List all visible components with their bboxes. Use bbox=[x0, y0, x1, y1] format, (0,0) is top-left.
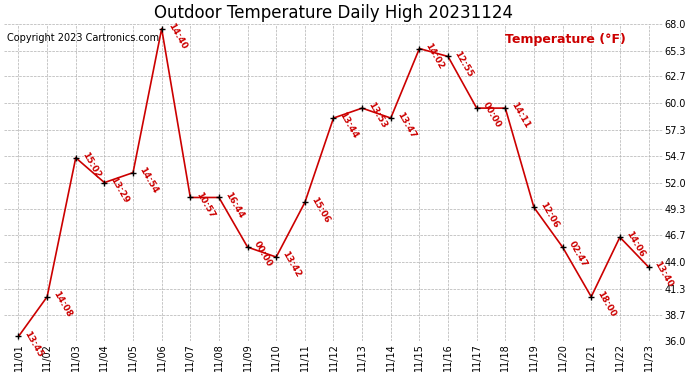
Text: Copyright 2023 Cartronics.com: Copyright 2023 Cartronics.com bbox=[8, 33, 159, 43]
Text: 00:00: 00:00 bbox=[252, 240, 274, 269]
Text: 13:44: 13:44 bbox=[337, 111, 360, 140]
Text: 13:45: 13:45 bbox=[23, 329, 45, 358]
Text: 14:02: 14:02 bbox=[424, 41, 446, 70]
Text: 13:42: 13:42 bbox=[280, 250, 302, 279]
Text: 13:53: 13:53 bbox=[366, 101, 388, 130]
Text: 02:47: 02:47 bbox=[566, 240, 589, 269]
Text: 15:02: 15:02 bbox=[80, 150, 102, 180]
Text: 15:06: 15:06 bbox=[309, 195, 331, 224]
Text: 14:11: 14:11 bbox=[509, 101, 532, 130]
Text: Temperature (°F): Temperature (°F) bbox=[505, 33, 626, 46]
Text: 12:55: 12:55 bbox=[452, 49, 474, 78]
Text: 14:40: 14:40 bbox=[166, 21, 188, 51]
Text: 13:29: 13:29 bbox=[108, 175, 130, 205]
Text: 13:47: 13:47 bbox=[395, 111, 417, 140]
Title: Outdoor Temperature Daily High 20231124: Outdoor Temperature Daily High 20231124 bbox=[154, 4, 513, 22]
Text: 10:57: 10:57 bbox=[195, 190, 217, 219]
Text: 18:00: 18:00 bbox=[595, 290, 618, 318]
Text: 14:06: 14:06 bbox=[624, 230, 646, 259]
Text: 14:08: 14:08 bbox=[51, 290, 73, 319]
Text: 14:54: 14:54 bbox=[137, 165, 159, 195]
Text: 12:06: 12:06 bbox=[538, 200, 560, 229]
Text: 13:40: 13:40 bbox=[653, 260, 675, 289]
Text: 00:00: 00:00 bbox=[481, 101, 503, 130]
Text: 16:44: 16:44 bbox=[223, 190, 246, 220]
